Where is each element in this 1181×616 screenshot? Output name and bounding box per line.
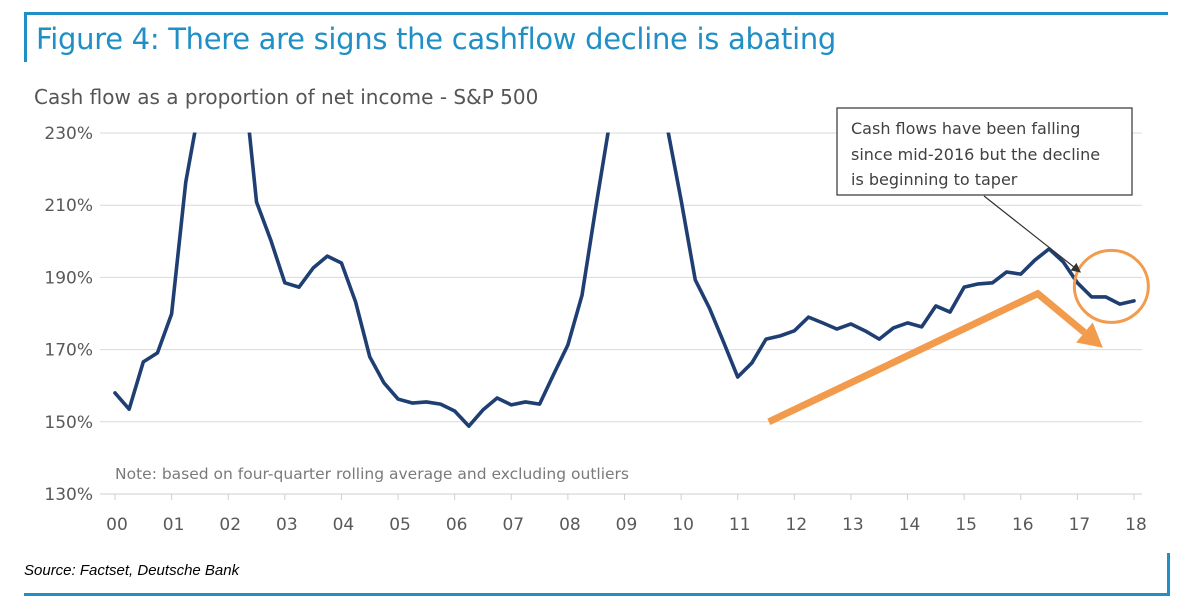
callout-line-1: Cash flows have been falling (851, 119, 1080, 138)
y-tick-label: 230% (44, 124, 93, 144)
x-axis: 00 01 02 03 04 05 06 07 08 09 10 11 12 13 14 15 16 17 18 (106, 494, 1147, 535)
series-points (114, 181, 1135, 427)
x-tick-label: 03 (276, 515, 298, 535)
frame-top-border (24, 12, 1168, 15)
chart-note: Note: based on four-quarter rolling aver… (115, 465, 629, 483)
trend-arrow-annotation (767, 289, 1087, 425)
highlight-circle (1072, 248, 1150, 324)
x-tick-label: 04 (333, 515, 355, 535)
y-tick-label: 170% (44, 341, 93, 361)
x-tick-label: 06 (446, 515, 468, 535)
y-tick-label: 190% (44, 268, 93, 288)
chart-title: Cash flow as a proportion of net income … (34, 85, 539, 109)
y-tick-label: 150% (44, 413, 93, 433)
series-line-cash-flow (113, 132, 1136, 428)
source-note: Source: Factset, Deutsche Bank (24, 562, 240, 579)
callout-line-3: is beginning to taper (851, 170, 1018, 189)
x-tick-label: 16 (1012, 515, 1034, 535)
callout-box (836, 107, 1133, 196)
x-tick-label: 15 (955, 515, 977, 535)
y-tick-label: 130% (44, 485, 93, 505)
trend-arrowhead (1076, 322, 1103, 348)
x-tick-label: 17 (1069, 515, 1091, 535)
callout-arrow (983, 195, 1081, 273)
x-tick-label: 07 (502, 515, 524, 535)
figure-title: Figure 4: There are signs the cashflow d… (36, 22, 837, 56)
x-tick-label: 18 (1125, 515, 1147, 535)
x-tick-label: 05 (389, 515, 411, 535)
frame-bottom-border (24, 593, 1170, 596)
x-tick-label: 10 (672, 515, 694, 535)
x-tick-label: 11 (729, 515, 751, 535)
callout-line-2: since mid-2016 but the decline (851, 145, 1100, 164)
x-tick-label: 12 (786, 515, 808, 535)
x-tick-label: 08 (559, 515, 581, 535)
x-tick-label: 14 (899, 515, 921, 535)
x-tick-label: 13 (842, 515, 864, 535)
x-tick-label: 02 (219, 515, 241, 535)
y-tick-label: 210% (44, 196, 93, 216)
x-tick-label: 09 (616, 515, 638, 535)
x-tick-label: 00 (106, 515, 128, 535)
frame-left-border (24, 12, 27, 62)
x-tick-label: 01 (163, 515, 185, 535)
frame-right-border (1167, 553, 1170, 596)
y-axis: 130% 150% 170% 190% 210% 230% (44, 124, 93, 505)
